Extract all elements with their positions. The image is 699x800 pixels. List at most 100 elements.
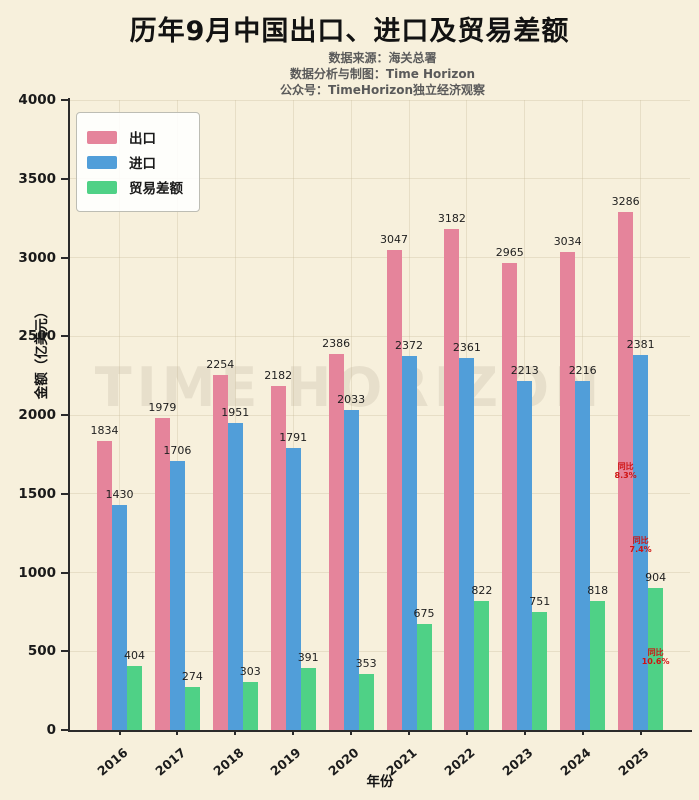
bar-value-label: 274 [181, 669, 203, 683]
y-tick-label: 2000 [18, 407, 56, 423]
yoy-annotation: 同比 10.6% [642, 648, 670, 667]
bar-value-label: 822 [471, 583, 493, 597]
y-tick-label: 3000 [18, 249, 56, 266]
bar-value-label: 1791 [279, 430, 308, 444]
bar-value-label: 3034 [553, 235, 582, 249]
bar-value-label: 904 [645, 570, 667, 584]
bar-value-label: 675 [413, 606, 435, 620]
legend-swatch-import [87, 155, 117, 169]
bar-value-label: 1834 [90, 424, 119, 438]
bar-import-2022 [459, 358, 475, 730]
bar-import-2021 [401, 356, 417, 730]
bar-trade-balance-2020 [358, 674, 374, 730]
bar-import-2020 [343, 409, 359, 730]
gridline-horizontal [70, 99, 690, 101]
bar-value-label: 2372 [395, 339, 423, 353]
gridline-vertical [119, 100, 120, 730]
bar-value-label: 2216 [568, 363, 597, 377]
x-tick-label: 2025 [537, 740, 651, 779]
subtitle-line-source: 数据来源：海关总署 [328, 51, 437, 65]
x-tick-mark [639, 730, 642, 735]
plot-area: 出口 进口 贸易差额 0 500 1000 1500 2000 2500 3000 3500 400… [18, 92, 692, 779]
bar-value-label: 353 [355, 657, 377, 671]
bar-value-label: 2182 [264, 369, 293, 383]
bar-export-2018 [212, 374, 228, 730]
legend-label-import: 进口 [129, 156, 156, 172]
x-tick-mark [350, 730, 353, 735]
legend-label-trade-balance: 贸易差额 [129, 181, 183, 197]
bar-value-label: 3182 [437, 211, 466, 225]
bar-value-label: 1430 [105, 487, 134, 501]
bar-trade-balance-2021 [416, 623, 432, 730]
bar-value-label: 2033 [337, 392, 366, 406]
y-tick-label: 3500 [18, 170, 56, 187]
y-tick-label: 1000 [18, 564, 56, 581]
bar-export-2021 [386, 250, 402, 730]
gridline-horizontal [70, 572, 690, 573]
bar-import-2017 [169, 461, 185, 730]
x-tick-mark [581, 730, 584, 735]
bar-export-2019 [270, 386, 286, 730]
y-tick-label: 0 [46, 722, 56, 738]
bar-value-label: 1951 [221, 405, 250, 419]
bar-value-label: 3286 [611, 195, 640, 209]
gridline-vertical [234, 100, 236, 730]
bar-trade-balance-2025 [648, 587, 664, 730]
y-tick-label: 4000 [18, 92, 56, 108]
bar-value-label: 3047 [380, 233, 408, 247]
bar-import-2019 [285, 447, 301, 730]
subtitle-line-account: 公众号：TimeHorizon独立经济观察 [279, 83, 486, 97]
bar-export-2016 [97, 441, 112, 730]
bar-value-label: 2381 [626, 337, 655, 351]
x-tick-mark [292, 730, 295, 735]
bar-value-label: 1979 [148, 401, 177, 415]
gridline-horizontal [70, 178, 690, 180]
subtitle-line-author: 数据分析与制图：Time Horizon [289, 67, 476, 81]
x-tick-mark [408, 730, 410, 735]
yoy-annotation-line: 同比 [632, 535, 649, 545]
y-tick-mark [61, 492, 68, 495]
legend-label-export: 出口 [129, 131, 156, 147]
y-axis-spine [68, 98, 70, 732]
x-axis-spine [68, 730, 692, 732]
bar-export-2024 [560, 252, 576, 730]
legend-swatch-export [87, 130, 117, 144]
gridline-vertical [176, 100, 178, 730]
y-tick-mark [61, 414, 68, 416]
legend: 出口 进口 贸易差额 [76, 112, 200, 212]
bar-value-label: 2254 [206, 357, 235, 371]
bar-value-label: 818 [587, 584, 609, 598]
legend-swatch-trade-balance [87, 180, 117, 194]
gridline-vertical [292, 100, 294, 730]
bar-value-label: 404 [124, 649, 145, 663]
y-tick-label: 2500 [18, 328, 56, 345]
bar-trade-balance-2018 [242, 682, 258, 730]
y-tick-mark [61, 571, 68, 574]
y-tick-mark [61, 256, 68, 259]
bar-export-2025 [618, 212, 634, 730]
x-tick-mark [523, 730, 526, 735]
y-axis-title: 金额（亿美元） [34, 304, 50, 400]
bar-trade-balance-2024 [590, 601, 606, 730]
bar-trade-balance-2023 [532, 611, 548, 730]
y-tick-label: 1500 [18, 485, 56, 502]
legend-item-trade-balance: 贸易差额 [87, 177, 183, 197]
bar-value-label: 303 [239, 665, 261, 679]
gridline-horizontal [70, 335, 690, 337]
y-tick-mark [61, 650, 68, 653]
x-tick-mark [465, 730, 468, 735]
bar-trade-balance-2016 [127, 666, 142, 730]
gridline-horizontal [70, 414, 690, 416]
yoy-annotation-line: 同比 [647, 647, 664, 657]
yoy-annotation-line: 同比 [617, 461, 634, 471]
legend-item-export: 出口 [87, 127, 183, 147]
bar-value-label: 2361 [452, 341, 481, 355]
bar-import-2018 [227, 422, 243, 730]
bar-import-2025 [633, 354, 649, 730]
yoy-annotation: 同比 8.3% [615, 462, 637, 481]
yoy-annotation: 同比 7.4% [630, 536, 652, 555]
bar-value-label: 2386 [322, 337, 351, 351]
bar-trade-balance-2017 [184, 686, 200, 730]
yoy-annotation-line: 7.4% [629, 545, 652, 555]
y-tick-mark [61, 177, 68, 180]
